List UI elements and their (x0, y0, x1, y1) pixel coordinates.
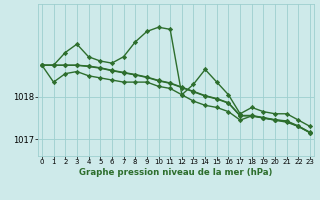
X-axis label: Graphe pression niveau de la mer (hPa): Graphe pression niveau de la mer (hPa) (79, 168, 273, 177)
